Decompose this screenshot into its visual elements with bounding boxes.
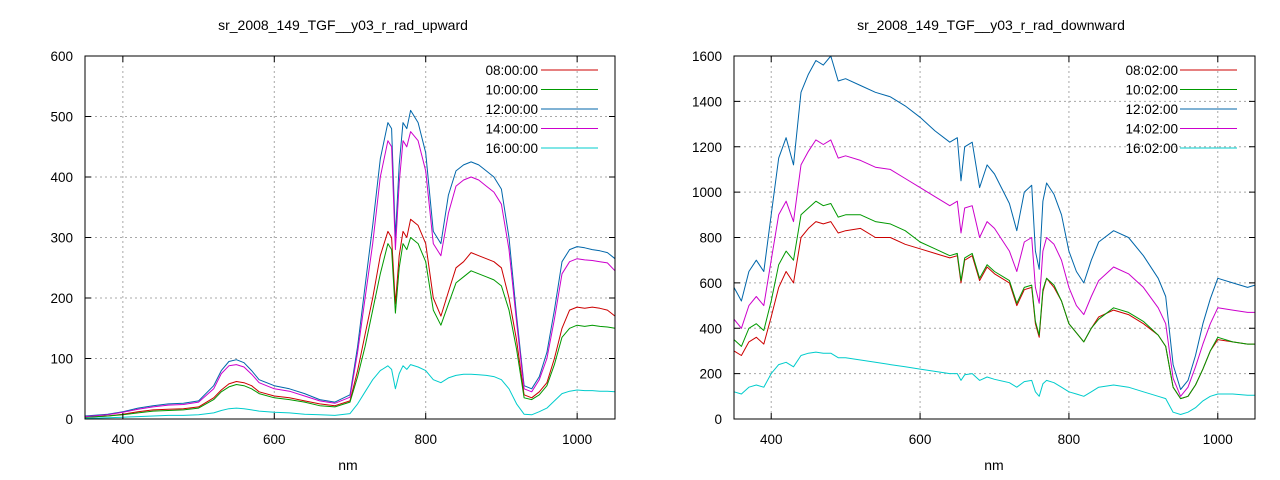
x-tick-label: 1000 xyxy=(1203,432,1233,447)
x-tick-label: 400 xyxy=(112,432,135,447)
series-line-14-00-00 xyxy=(84,131,616,418)
series-line-16-00-00 xyxy=(84,364,616,419)
y-tick-label: 400 xyxy=(699,321,722,336)
legend-label: 10:00:00 xyxy=(485,83,538,98)
series-line-10-00-00 xyxy=(84,237,616,418)
legend: 08:00:00 10:00:00 12:00:00 14:00:00 16:00:00 xyxy=(485,63,598,156)
y-tick-label: 600 xyxy=(699,276,722,291)
series-line-10-02-00 xyxy=(733,200,1255,400)
legend: 08:02:00 10:02:00 12:02:00 14:02:00 16:02:00 xyxy=(1125,63,1237,156)
legend-label: 10:02:00 xyxy=(1125,83,1178,98)
legend-label: 12:02:00 xyxy=(1125,102,1178,117)
series-line-08-00-00 xyxy=(84,218,616,418)
y-tick-label: 300 xyxy=(50,231,73,246)
x-tick-label: 600 xyxy=(263,432,286,447)
y-tick-label: 600 xyxy=(50,49,73,64)
y-tick-label: 1400 xyxy=(692,94,722,109)
series-line-12-02-00 xyxy=(733,55,1256,390)
y-tick-label: 400 xyxy=(50,170,73,185)
x-tick-label: 400 xyxy=(760,432,783,447)
tick-labels: 400 600 800 1000 0 200 400 600 800 1000 1200 1400 16… xyxy=(692,49,1233,447)
legend-label: 14:02:00 xyxy=(1125,122,1178,137)
legend-label: 08:02:00 xyxy=(1125,63,1178,78)
y-tick-label: 800 xyxy=(699,231,722,246)
chart-title: sr_2008_149_TGF__y03_r_rad_downward xyxy=(857,17,1125,33)
series-line-16-02-00 xyxy=(733,351,1255,415)
gridlines xyxy=(85,56,615,419)
series-lines xyxy=(84,109,616,419)
y-tick-label: 200 xyxy=(50,291,73,306)
legend-label: 14:00:00 xyxy=(485,122,538,137)
tick-labels: 400 600 800 1000 0 100 200 300 400 500 600 xyxy=(50,49,592,447)
series-lines xyxy=(733,55,1256,415)
y-tick-label: 1000 xyxy=(692,185,722,200)
upward-radiance-chart: sr_2008_149_TGF__y03_r_rad_upward nm 400… xyxy=(50,17,616,473)
y-tick-label: 0 xyxy=(65,412,73,427)
legend-label: 16:00:00 xyxy=(485,141,538,156)
legend-label: 16:02:00 xyxy=(1125,141,1178,156)
chart-title: sr_2008_149_TGF__y03_r_rad_upward xyxy=(218,17,468,33)
series-line-08-02-00 xyxy=(733,221,1255,400)
x-tick-label: 800 xyxy=(1058,432,1081,447)
y-tick-label: 0 xyxy=(714,412,722,427)
x-tick-label: 600 xyxy=(909,432,932,447)
y-tick-label: 1200 xyxy=(692,140,722,155)
x-tick-label: 1000 xyxy=(562,432,592,447)
legend-label: 08:00:00 xyxy=(485,63,538,78)
y-tick-label: 1600 xyxy=(692,49,722,64)
y-tick-label: 200 xyxy=(699,367,722,382)
series-line-14-02-00 xyxy=(733,139,1255,397)
series-line-12-00-00 xyxy=(84,109,616,417)
y-tick-label: 100 xyxy=(50,352,73,367)
x-axis-label: nm xyxy=(984,457,1003,473)
y-tick-label: 500 xyxy=(50,110,73,125)
legend-label: 12:00:00 xyxy=(485,102,538,117)
gridlines xyxy=(734,56,1255,419)
x-tick-label: 800 xyxy=(414,432,437,447)
downward-radiance-chart: sr_2008_149_TGF__y03_r_rad_downward nm 4… xyxy=(692,17,1256,473)
x-axis-label: nm xyxy=(338,457,357,473)
